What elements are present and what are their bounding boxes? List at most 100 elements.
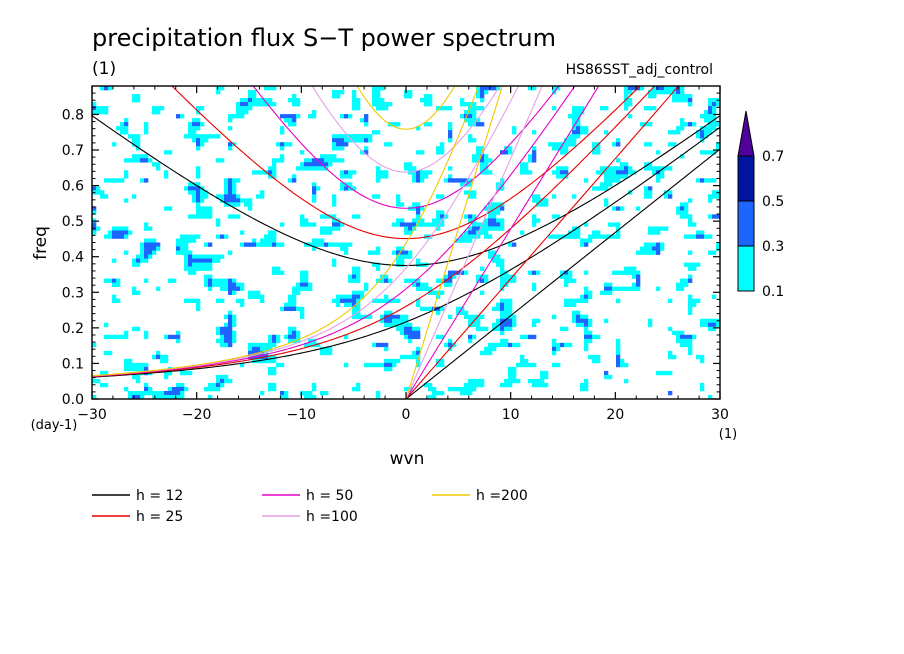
spectrum-cell <box>568 234 573 239</box>
spectrum-cell <box>716 322 720 328</box>
spectrum-cell <box>268 354 273 360</box>
spectrum-cell <box>132 134 137 139</box>
spectrum-cell <box>272 354 277 360</box>
spectrum-cell <box>456 306 461 312</box>
spectrum-cell <box>412 218 417 223</box>
x-tick-label: 10 <box>502 407 520 423</box>
spectrum-cell <box>468 226 473 231</box>
spectrum-cell <box>648 226 653 231</box>
spectrum-cell <box>492 206 497 211</box>
spectrum-cell <box>264 98 269 103</box>
spectrum-cell <box>404 230 409 235</box>
spectrum-cell <box>560 166 565 171</box>
spectrum-cell <box>408 334 413 340</box>
spectrum-cell <box>192 194 197 199</box>
spectrum-cell <box>104 322 109 328</box>
spectrum-cell <box>92 106 97 111</box>
spectrum-cell <box>436 294 441 299</box>
spectrum-cell <box>560 234 565 239</box>
spectrum-cell <box>244 102 249 107</box>
spectrum-cell <box>440 390 445 396</box>
spectrum-cell <box>284 302 289 307</box>
spectrum-cell <box>468 102 473 107</box>
spectrum-cell <box>380 298 385 303</box>
spectrum-cell <box>376 98 381 103</box>
spectrum-cell <box>596 186 601 191</box>
spectrum-cell <box>544 382 549 388</box>
spectrum-cell <box>288 114 293 119</box>
spectrum-cell <box>136 374 141 380</box>
spectrum-cell <box>180 238 185 243</box>
spectrum-cell <box>572 126 577 131</box>
spectrum-cell <box>400 222 405 227</box>
spectrum-cell <box>224 374 229 380</box>
spectrum-cell <box>472 118 477 123</box>
spectrum-cell <box>588 338 593 344</box>
spectrum-cell <box>228 146 233 151</box>
spectrum-cell <box>344 334 349 340</box>
spectrum-cell <box>268 174 273 179</box>
spectrum-cell <box>140 242 145 247</box>
spectrum-cell <box>492 218 497 223</box>
spectrum-cell <box>208 214 213 219</box>
spectrum-cell <box>196 186 201 191</box>
spectrum-cell <box>472 138 477 143</box>
spectrum-cell <box>164 170 169 175</box>
spectrum-cell <box>304 162 309 167</box>
spectrum-cell <box>344 142 349 147</box>
spectrum-cell <box>664 370 669 376</box>
spectrum-cell <box>296 286 301 291</box>
spectrum-cell <box>176 114 181 119</box>
spectrum-cell <box>536 218 541 223</box>
spectrum-cell <box>708 322 713 328</box>
spectrum-cell <box>360 314 365 320</box>
spectrum-cell <box>268 230 273 235</box>
spectrum-cell <box>468 194 473 199</box>
spectrum-cell <box>512 342 517 348</box>
spectrum-cell <box>332 158 337 163</box>
spectrum-cell <box>376 262 381 267</box>
spectrum-cell <box>684 94 689 99</box>
spectrum-cell <box>280 154 285 159</box>
spectrum-cell <box>688 310 693 316</box>
spectrum-cell <box>460 182 465 187</box>
spectrum-cell <box>172 390 177 396</box>
spectrum-cell <box>680 330 685 336</box>
spectrum-cell <box>184 238 189 243</box>
spectrum-cell <box>168 334 173 340</box>
spectrum-cell <box>488 226 493 231</box>
spectrum-cell <box>216 338 221 344</box>
spectrum-cell <box>708 194 713 199</box>
spectrum-cell <box>472 378 477 384</box>
spectrum-cell <box>268 334 273 340</box>
spectrum-cell <box>552 338 557 344</box>
spectrum-cell <box>136 326 141 332</box>
spectrum-cell <box>196 170 201 175</box>
spectrum-cell <box>268 98 273 103</box>
spectrum-cell <box>324 230 329 235</box>
spectrum-cell <box>564 146 569 151</box>
spectrum-cell <box>324 350 329 356</box>
spectrum-cell <box>356 298 361 303</box>
spectrum-cell <box>196 306 201 312</box>
spectrum-cell <box>340 246 345 251</box>
spectrum-cell <box>500 302 505 307</box>
spectrum-cell <box>468 234 473 239</box>
spectrum-cell <box>480 278 485 283</box>
spectrum-cell <box>576 226 581 231</box>
y-axis-label: freq <box>31 226 51 260</box>
spectrum-cell <box>272 342 277 348</box>
spectrum-cell <box>336 226 341 231</box>
spectrum-cell <box>196 126 201 131</box>
spectrum-cell <box>596 230 601 235</box>
spectrum-cell <box>488 254 493 259</box>
spectrum-cell <box>200 266 205 271</box>
spectrum-cell <box>292 122 297 127</box>
spectrum-cell <box>688 218 693 223</box>
spectrum-cell <box>672 330 677 336</box>
spectrum-cell <box>492 210 497 215</box>
spectrum-cell <box>608 178 613 183</box>
spectrum-cell <box>468 214 473 219</box>
spectrum-cell <box>144 130 149 135</box>
spectrum-cell <box>572 278 577 283</box>
